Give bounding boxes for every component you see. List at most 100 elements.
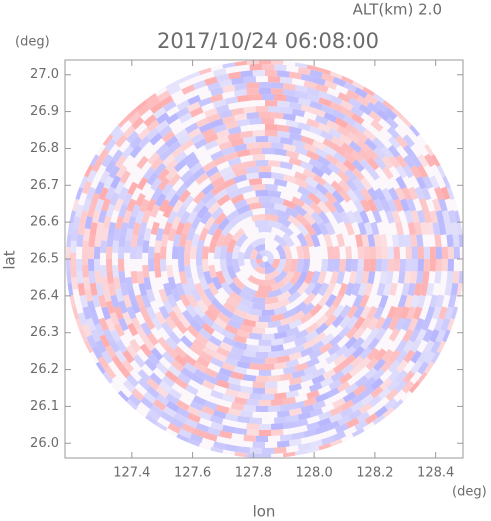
echo-cell <box>129 144 143 159</box>
echo-cell <box>91 210 101 224</box>
echo-cell <box>325 293 337 308</box>
echo-cell <box>211 227 223 242</box>
echo-cell <box>401 317 412 332</box>
echo-cell <box>84 288 93 302</box>
echo-cell <box>339 210 351 225</box>
echo-cell <box>189 343 203 356</box>
echo-cell <box>249 447 262 454</box>
echo-cell <box>168 388 183 400</box>
echo-cell <box>364 413 379 425</box>
echo-cell <box>176 75 189 85</box>
echo-cell <box>303 428 317 438</box>
echo-cell <box>225 444 239 452</box>
echo-cell <box>300 73 314 83</box>
echo-cell <box>452 271 460 284</box>
echo-cell <box>112 265 120 278</box>
echo-cell <box>258 369 272 376</box>
echo-cell <box>324 191 338 205</box>
echo-cell <box>114 155 127 169</box>
echo-cell <box>115 215 124 230</box>
echo-cell <box>173 412 188 424</box>
echo-cell <box>87 204 97 218</box>
echo-cell <box>332 304 345 318</box>
echo-cell <box>331 190 345 204</box>
echo-cell <box>320 259 328 273</box>
echo-cell <box>162 299 174 314</box>
echo-cell <box>300 135 315 146</box>
echo-cell <box>312 139 326 151</box>
echo-cell <box>181 84 195 95</box>
echo-cell <box>343 81 358 93</box>
echo-cell <box>348 364 363 378</box>
echo-cell <box>258 345 272 353</box>
echo-cell <box>150 157 164 171</box>
echo-cell <box>318 221 330 236</box>
echo-cell <box>108 282 117 297</box>
echo-cell <box>344 336 358 350</box>
echo-cell <box>430 154 441 167</box>
echo-cell <box>233 167 248 177</box>
echo-cell <box>328 379 343 391</box>
echo-cell <box>303 292 316 306</box>
echo-cell <box>380 145 394 159</box>
echo-cell <box>186 324 200 338</box>
echo-cell <box>171 288 182 302</box>
echo-cell <box>287 290 302 304</box>
echo-cell <box>135 100 148 111</box>
echo-cell <box>408 329 420 343</box>
echo-cell <box>424 144 435 157</box>
echo-cell <box>202 259 210 273</box>
echo-cell <box>339 189 352 203</box>
echo-cell <box>79 294 89 308</box>
echo-cell <box>115 339 128 354</box>
echo-cell <box>226 238 237 253</box>
echo-cell <box>210 150 224 161</box>
echo-cell <box>306 421 320 431</box>
echo-cell <box>193 138 208 150</box>
echo-cell <box>157 177 170 191</box>
echo-cell <box>128 111 142 125</box>
echo-cell <box>138 221 148 235</box>
echo-cell <box>268 405 281 412</box>
echo-cell <box>81 180 92 195</box>
echo-cell <box>277 440 290 448</box>
echo-cell <box>109 312 120 326</box>
echo-cell <box>257 285 273 293</box>
echo-cell <box>361 385 375 399</box>
echo-cell <box>239 355 254 364</box>
echo-cell <box>114 323 125 337</box>
echo-cell <box>277 290 292 302</box>
echo-cell <box>258 429 272 437</box>
echo-cell <box>190 288 202 303</box>
echo-cell <box>321 435 335 446</box>
echo-cell <box>249 94 262 101</box>
y-tick-label: 26.3 <box>30 325 59 340</box>
echo-cell <box>207 201 221 215</box>
echo-cell <box>345 417 360 429</box>
echo-cell <box>184 239 193 253</box>
echo-cell <box>155 385 169 399</box>
echo-cell <box>318 97 332 108</box>
echo-cell <box>339 259 347 272</box>
echo-cell <box>222 336 236 347</box>
echo-cell <box>372 93 385 104</box>
echo-cell <box>105 344 117 359</box>
echo-cell <box>331 210 344 224</box>
echo-cell <box>288 407 303 416</box>
echo-cell <box>177 133 192 146</box>
echo-cell <box>72 306 80 320</box>
echo-cell <box>98 187 109 201</box>
echo-cell <box>147 353 160 367</box>
echo-cell <box>421 187 432 201</box>
echo-cell <box>125 228 134 242</box>
echo-cell <box>419 197 429 212</box>
echo-cell <box>285 326 300 337</box>
echo-cell <box>136 176 149 191</box>
echo-cell <box>444 306 454 320</box>
echo-cell <box>160 411 174 423</box>
echo-cell <box>410 209 420 224</box>
echo-cell <box>146 96 161 109</box>
echo-cell <box>213 68 227 77</box>
echo-cell <box>165 167 178 181</box>
echo-cell <box>255 160 269 167</box>
